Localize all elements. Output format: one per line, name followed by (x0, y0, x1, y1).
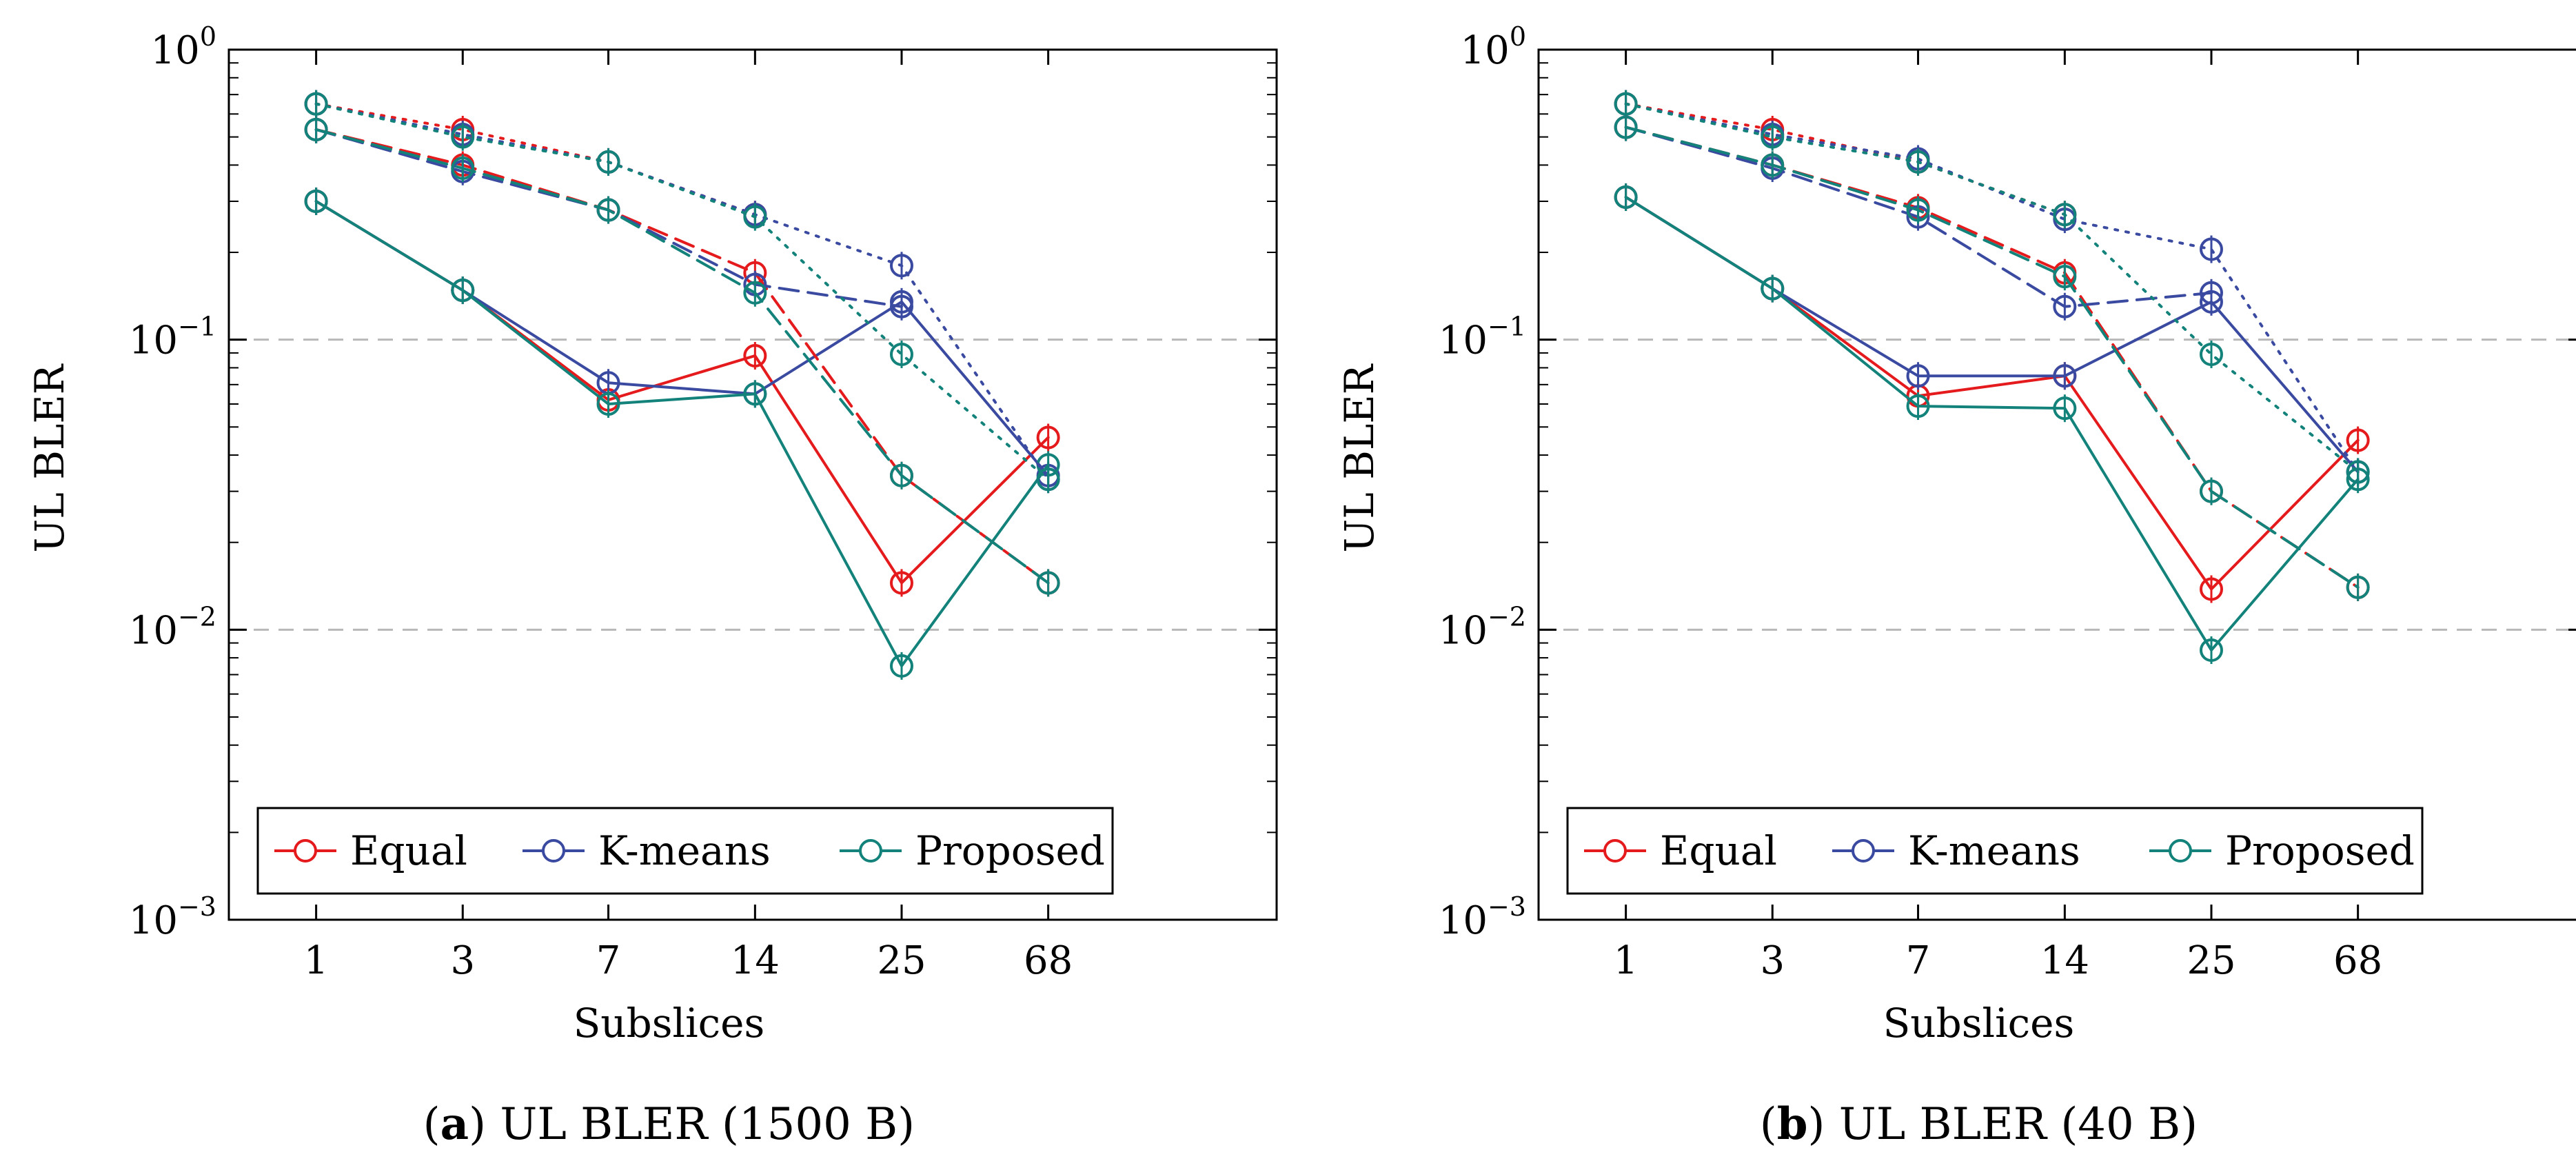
y-tick-label: 10−2 (129, 601, 216, 653)
series-line-k-means-dotted (314, 102, 1050, 481)
y-tick-label: 100 (1461, 21, 1526, 73)
y-tick-label: 10−3 (1439, 891, 1526, 943)
legend-marker-k-means (1852, 839, 1875, 863)
x-tick-label: 25 (877, 938, 926, 983)
x-axis-title: Subslices (1883, 1000, 2075, 1047)
panel-b: 100 10−1 10−2 10−3 1 3 7 14 25 68 Subslices UL BLER… (1336, 21, 2576, 1150)
y-tick-label: 10−1 (129, 312, 216, 363)
legend (1566, 807, 2424, 895)
x-tick-label: 25 (2187, 938, 2235, 983)
y-axis-title: UL BLER (26, 363, 73, 552)
legend-label-equal: Equal (350, 827, 467, 874)
y-axis-title: UL BLER (1336, 363, 1383, 552)
series-line-proposed-dotted (1624, 102, 2360, 474)
series-line-equal-solid (1624, 195, 2360, 592)
series-line-equal-dashed (314, 128, 1050, 585)
x-tick-label: 14 (2040, 938, 2089, 983)
x-tick-label: 1 (1614, 938, 1639, 983)
plot-frame (1537, 48, 2576, 921)
legend (256, 807, 1114, 895)
series-line-equal-dotted (1624, 102, 2067, 216)
legend-label-k-means: K-means (1908, 827, 2080, 874)
legend-label-proposed: Proposed (915, 827, 1105, 874)
panel-a: 100 10−1 10−2 10−3 1 3 7 14 25 68 Subslices UL BLER… (26, 21, 1278, 1150)
panel-caption: (a) UL BLER (1500 B) (423, 1098, 915, 1150)
x-tick-label: 1 (304, 938, 329, 983)
legend-label-k-means: K-means (598, 827, 771, 874)
y-tick-label: 10−2 (1439, 601, 1526, 653)
legend-marker-equal (294, 839, 317, 863)
series-line-proposed-dashed (1624, 125, 2360, 589)
series-line-equal-solid (314, 199, 1050, 585)
y-tick-label: 100 (151, 21, 216, 73)
x-tick-label: 68 (1024, 938, 1073, 983)
legend-marker-k-means (542, 839, 565, 863)
y-tick-label: 10−1 (1439, 312, 1526, 363)
series-line-proposed-solid (314, 199, 1050, 669)
series-line-k-means-dotted (1624, 102, 2360, 474)
x-tick-label: 3 (450, 938, 475, 983)
panel-caption: (b) UL BLER (40 B) (1760, 1098, 2198, 1150)
series-line-proposed-dashed (314, 128, 1050, 585)
series-line-equal-dashed (1624, 125, 2360, 589)
legend-label-proposed: Proposed (2225, 827, 2415, 874)
x-axis-title: Subslices (574, 1000, 765, 1047)
series-line-proposed-solid (1624, 195, 2360, 653)
series-line-equal-dotted (314, 102, 757, 216)
x-tick-label: 68 (2333, 938, 2382, 983)
y-tick-label: 10−3 (129, 891, 216, 943)
x-tick-label: 3 (1760, 938, 1785, 983)
x-tick-label: 14 (731, 938, 780, 983)
legend-marker-proposed (2169, 839, 2192, 863)
legend-marker-equal (1603, 839, 1627, 863)
legend-label-equal: Equal (1660, 827, 1777, 874)
series-line-k-means-solid (1624, 195, 2360, 474)
x-tick-label: 7 (596, 938, 621, 983)
legend-marker-proposed (859, 839, 882, 863)
x-tick-label: 7 (1906, 938, 1931, 983)
series-line-proposed-dotted (314, 102, 1050, 481)
plot-frame (227, 48, 1278, 921)
